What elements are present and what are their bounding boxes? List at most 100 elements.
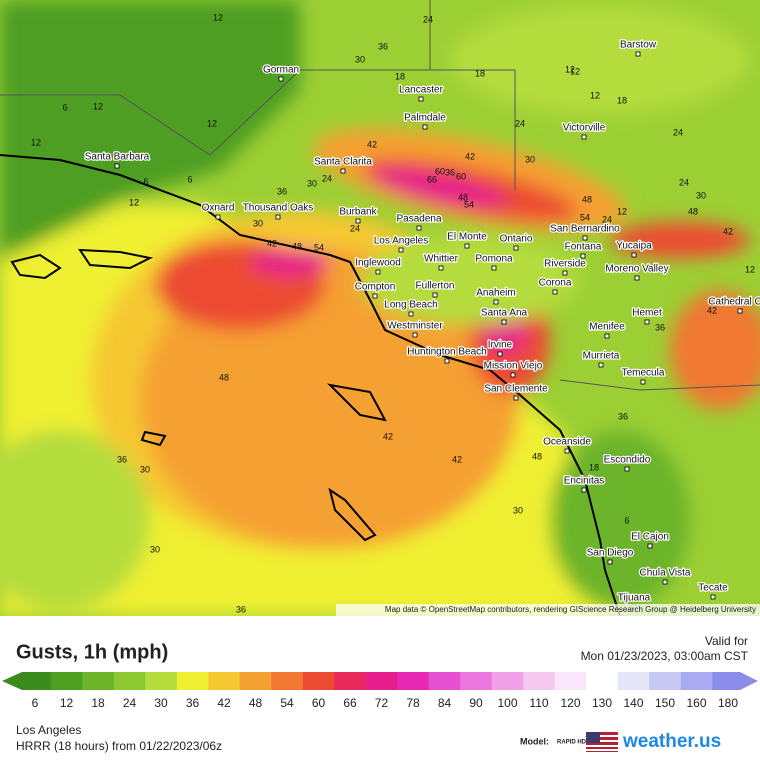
city-marker xyxy=(422,124,428,130)
brand: weather.us xyxy=(622,731,721,752)
city-label: Ontario xyxy=(500,234,533,245)
contour-label: 60 xyxy=(435,166,445,176)
city-label: Victorville xyxy=(563,123,606,134)
city-marker xyxy=(464,243,470,249)
city-label: Moreno Valley xyxy=(605,264,668,275)
contour-label: 18 xyxy=(395,71,405,81)
contour-label: 42 xyxy=(367,139,377,149)
city-label: Mission Viejo xyxy=(484,361,543,372)
city-marker xyxy=(564,448,570,454)
city-label: Chula Vista xyxy=(640,568,691,579)
scale-swatch xyxy=(649,672,682,690)
scale-label: 66 xyxy=(343,696,357,710)
city-marker xyxy=(438,265,444,271)
city-marker xyxy=(662,579,668,585)
color-scale: 6 12 18 24 30 36 42 48 54 60 66 72 78 84 90 100 110 120 13… xyxy=(2,672,758,710)
city-marker xyxy=(408,311,414,317)
contour-label: 54 xyxy=(580,212,590,222)
scale-swatch xyxy=(302,672,335,690)
city-marker xyxy=(513,395,519,401)
scale-label: 84 xyxy=(438,696,452,710)
contour-label: 12 xyxy=(93,101,103,111)
contour-label: 6 xyxy=(143,176,148,186)
scale-swatch xyxy=(523,672,556,690)
contour-label: 36 xyxy=(277,186,287,196)
city-label: Corona xyxy=(539,278,572,289)
city-marker xyxy=(355,218,361,224)
contour-label: 12 xyxy=(565,64,575,74)
city-marker xyxy=(737,308,743,314)
city-label: Tecate xyxy=(698,583,728,594)
contour-label: 6 xyxy=(187,174,192,184)
city-label: Temecula xyxy=(622,368,665,379)
city-marker xyxy=(416,225,422,231)
city-label: Gorman xyxy=(263,65,299,76)
city-marker xyxy=(635,51,641,57)
scale-swatch xyxy=(617,672,650,690)
city-label: Compton xyxy=(355,282,396,293)
scale-label: 36 xyxy=(186,696,200,710)
city-marker xyxy=(432,292,438,298)
scale-swatch xyxy=(82,672,115,690)
city-label: El Cajon xyxy=(631,532,669,543)
city-marker xyxy=(647,543,653,549)
scale-label: 100 xyxy=(497,696,517,710)
scale-swatch xyxy=(145,672,178,690)
city-label: Pasadena xyxy=(396,214,441,225)
city-marker xyxy=(582,235,588,241)
scale-label: 180 xyxy=(718,696,738,710)
contour-label: 24 xyxy=(423,14,433,24)
city-marker xyxy=(372,293,378,299)
contour-label: 30 xyxy=(696,190,706,200)
city-marker xyxy=(562,270,568,276)
scale-swatch xyxy=(428,672,461,690)
scale-label: 90 xyxy=(469,696,483,710)
contour-label: 36 xyxy=(117,454,127,464)
contour-label: 24 xyxy=(673,127,683,137)
scale-label: 12 xyxy=(60,696,74,710)
scale-swatch xyxy=(176,672,209,690)
contour-label: 24 xyxy=(679,177,689,187)
city-label: Los Angeles xyxy=(374,236,429,247)
attribution-bg xyxy=(336,604,760,616)
contour-label: 12 xyxy=(745,264,755,274)
city-label: Palmdale xyxy=(404,113,446,124)
city-marker xyxy=(631,252,637,258)
city-label: Pomona xyxy=(475,254,513,265)
city-marker xyxy=(340,168,346,174)
contour-label: 18 xyxy=(617,95,627,105)
city-label: San Diego xyxy=(587,548,634,559)
city-label: Inglewood xyxy=(355,258,401,269)
contour-label: 48 xyxy=(292,241,302,251)
city-label: Encinitas xyxy=(564,476,605,487)
city-marker xyxy=(710,594,716,600)
city-marker xyxy=(513,245,519,251)
contour-label: 42 xyxy=(465,151,475,161)
contour-label: 6 xyxy=(624,515,629,525)
city-marker xyxy=(215,214,221,220)
contour-label: 48 xyxy=(219,372,229,382)
valid-label: Valid for xyxy=(705,634,748,648)
city-label: Thousand Oaks xyxy=(243,203,314,214)
scale-label: 140 xyxy=(623,696,643,710)
city-label: Burbank xyxy=(339,207,377,218)
scale-label: 60 xyxy=(312,696,326,710)
scale-label: 78 xyxy=(406,696,420,710)
valid-time: Mon 01/23/2023, 03:00am CST xyxy=(581,649,749,663)
contour-label: 36 xyxy=(378,41,388,51)
city-label: Long Beach xyxy=(384,300,437,311)
contour-label: 60 xyxy=(456,171,466,181)
contour-label: 42 xyxy=(383,431,393,441)
scale-swatch xyxy=(365,672,398,690)
contour-label: 36 xyxy=(618,411,628,421)
scale-label: 24 xyxy=(123,696,137,710)
contour-label: 12 xyxy=(207,118,217,128)
contour-label: 36 xyxy=(236,604,246,614)
contour-label: 12 xyxy=(570,66,580,76)
city-marker xyxy=(624,466,630,472)
contour-label: 30 xyxy=(355,54,365,64)
city-label: Cathedral City xyxy=(708,297,760,308)
city-label: Menifee xyxy=(589,322,625,333)
scale-label: 18 xyxy=(91,696,105,710)
